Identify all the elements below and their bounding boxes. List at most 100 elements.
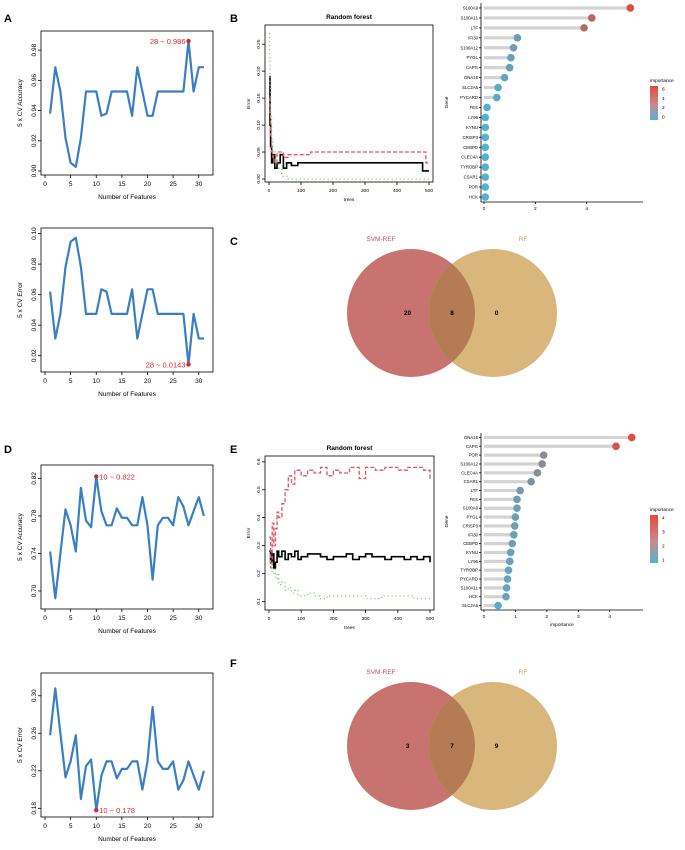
- rf-series-class1: [269, 466, 431, 569]
- legend-title: importance: [650, 507, 674, 513]
- x-tick-label: 100: [297, 616, 305, 622]
- gene-label: S100A9: [463, 506, 479, 511]
- x-tick-label: 30: [195, 615, 203, 622]
- venn-overlap-count: 8: [450, 310, 454, 317]
- gene-label: PYGL: [467, 515, 479, 520]
- legend-tick-label: 0: [662, 115, 665, 121]
- gene-label: SLC2A6: [462, 85, 479, 90]
- gene-label: CLEC4A: [461, 155, 478, 160]
- x-tick-label: 0: [268, 616, 271, 622]
- legend-tick-label: 6: [662, 87, 665, 93]
- rf-series-class2: [268, 32, 429, 180]
- gene-label: GNA15: [464, 435, 479, 440]
- importance-dot: [481, 133, 490, 142]
- y-tick-label: 0.06: [31, 288, 38, 301]
- highlight-point: [94, 807, 99, 813]
- gene-label: IFI30: [468, 35, 478, 40]
- x-tick-label: 5: [69, 823, 73, 830]
- x-tick-label: 0: [43, 181, 47, 188]
- panel-label-f: F: [230, 658, 237, 670]
- x-tick-label: 500: [425, 188, 433, 194]
- x-tick-label: 30: [195, 823, 203, 830]
- importance-dot: [481, 163, 490, 171]
- y-tick-label: 0.5: [256, 486, 262, 493]
- x-tick-label: 200: [329, 188, 337, 194]
- gene-label: HCK: [469, 195, 478, 200]
- y-tick-label: 0.4: [256, 514, 262, 521]
- plot-frame: [40, 672, 214, 818]
- gene-label: S100A12: [460, 461, 478, 466]
- y-tick-label: 0.15: [256, 93, 262, 103]
- y-axis-label: Gene: [444, 515, 450, 527]
- x-tick-label: 400: [394, 616, 402, 622]
- x-tick-label: 5: [69, 378, 73, 385]
- importance-dot: [502, 592, 510, 601]
- x-tick-label: 300: [361, 188, 369, 194]
- gene-label: CSAR1: [464, 175, 479, 180]
- importance-dot: [507, 53, 515, 62]
- x-tick-label: 0: [268, 188, 271, 194]
- venn-overlap-count: 7: [450, 743, 454, 750]
- y-tick-label: 0.22: [31, 764, 38, 777]
- venn-left-title: SVM-REF: [366, 236, 395, 243]
- importance-dot: [627, 433, 636, 442]
- y-tick-label: 0.70: [31, 584, 38, 597]
- x-tick-label: 200: [329, 616, 337, 622]
- legend-tick-label: 2: [662, 544, 665, 550]
- importance-dot: [481, 143, 490, 152]
- y-tick-label: 0.98: [31, 43, 38, 56]
- x-tick-label: 10: [93, 181, 101, 188]
- x-tick-label: 0: [43, 823, 47, 830]
- importance-dot: [481, 173, 490, 181]
- x-tick-label: 25: [170, 615, 178, 622]
- x-tick-label: 20: [144, 181, 152, 188]
- panel-label-d: D: [4, 444, 12, 456]
- gene-label: CEBPD: [463, 541, 478, 546]
- importance-dot: [580, 24, 588, 32]
- y-tick-label: 0.08: [31, 257, 38, 270]
- highlight-point: [186, 362, 191, 367]
- panel-label-b: B: [230, 13, 238, 25]
- cv-series-line: [49, 236, 204, 366]
- x-tick-label: 5: [69, 615, 73, 622]
- venn-overlap: [429, 682, 475, 810]
- importance-dot: [481, 123, 490, 132]
- gene-label: LY96: [468, 115, 478, 120]
- importance-dot: [511, 522, 519, 530]
- gene-label: S100A11: [461, 15, 479, 20]
- y-tick-label: 0.02: [31, 349, 38, 362]
- y-tick-label: 0.30: [31, 689, 38, 702]
- cv-series-line: [49, 687, 205, 812]
- gene-label: LTF: [471, 25, 479, 30]
- importance-dot: [502, 584, 511, 592]
- rf-series-class2: [269, 553, 430, 600]
- importance-dot: [481, 113, 490, 122]
- y-tick-label: 0.1: [256, 598, 262, 605]
- gene-label: S100A12: [460, 45, 478, 50]
- cv-series-line: [49, 475, 205, 600]
- importance-dot: [513, 34, 522, 42]
- gene-label: CSAR1: [464, 479, 479, 484]
- importance-dot: [509, 43, 518, 52]
- importance-dot: [505, 63, 514, 72]
- rf-series-oob: [269, 550, 431, 569]
- highlight-label: 10 ~ 0.822: [99, 473, 135, 482]
- x-tick-label: 4: [608, 614, 611, 620]
- gene-label: S100A11: [461, 585, 479, 590]
- panel-label-a: A: [4, 13, 12, 25]
- gene-label: PYCARD: [460, 95, 478, 100]
- y-tick-label: 0.10: [31, 227, 38, 240]
- y-tick-label: 0.18: [31, 802, 38, 815]
- panel-e-random-forest-chart: Random forest 0 100 200 300 400 500 0.1 0.2 0.3 0.…: [246, 445, 435, 631]
- gene-label: CEBPD: [463, 145, 478, 150]
- x-tick-label: 10: [93, 615, 101, 622]
- legend-tick-label: 2: [662, 105, 665, 111]
- legend-tick-label: 1: [662, 558, 665, 564]
- y-tick-label: 0.2: [256, 570, 262, 577]
- importance-dot: [493, 93, 501, 102]
- legend-colorbar: [650, 515, 658, 563]
- x-tick-label: 500: [426, 616, 434, 622]
- legend-tick-label: 4: [662, 96, 665, 102]
- gene-label: CRISP3: [462, 135, 478, 140]
- highlight-label: 28 ~ 0.0143: [146, 360, 186, 369]
